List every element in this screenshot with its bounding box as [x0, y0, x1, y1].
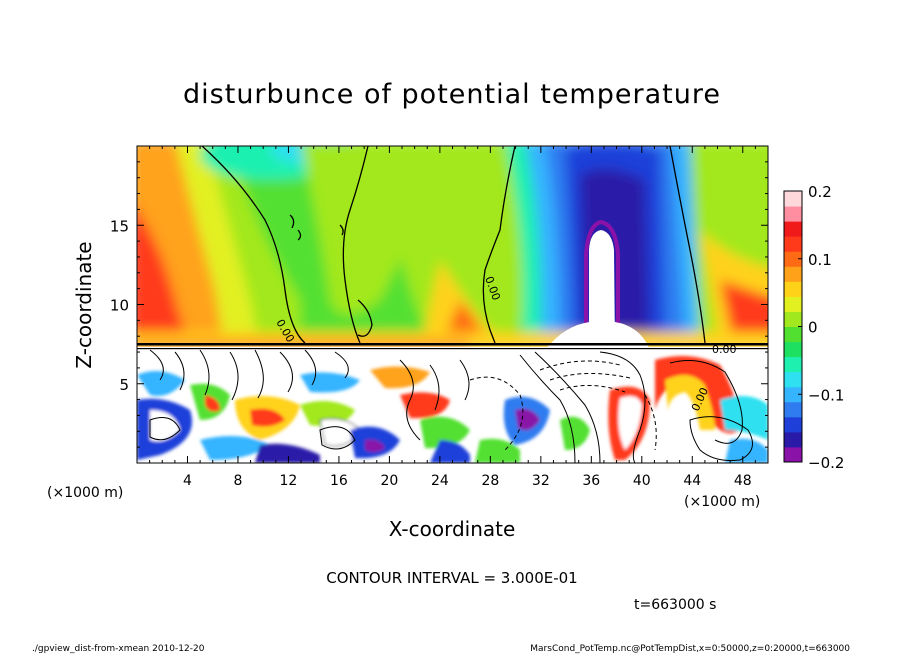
footer-right: MarsCond_PotTemp.nc@PotTempDist,x=0:5000… [530, 644, 850, 654]
x-axis: 4 8 12 16 20 24 28 32 36 40 44 48 [136, 146, 769, 489]
x-tick-label: 16 [330, 473, 348, 489]
colorbar-tick-label: 0.1 [808, 251, 832, 269]
colorbar [783, 190, 803, 463]
upper-field [137, 146, 768, 350]
colorbar-segment [784, 311, 802, 327]
colorbar-segment [784, 341, 802, 358]
x-tick-label: 28 [481, 473, 499, 489]
x-tick-label: 36 [582, 473, 600, 489]
contour-label: 0.00 [712, 343, 737, 356]
plume-core [589, 230, 615, 350]
colorbar-segment [784, 281, 802, 297]
y-unit-label: (×1000 m) [47, 485, 123, 501]
x-tick-label: 44 [683, 473, 701, 489]
colorbar-tick-label: −0.1 [808, 386, 844, 404]
contour-interval: CONTOUR INTERVAL = 3.000E-01 [326, 569, 577, 587]
y-tick-label: 10 [110, 297, 129, 315]
colorbar-segment [784, 416, 802, 433]
colorbar-tick-label: −0.2 [808, 454, 844, 472]
colorbar-segment [784, 191, 802, 207]
colorbar-segment [784, 446, 802, 463]
colorbar-segment [784, 386, 802, 403]
colorbar-segment [784, 236, 802, 252]
colorbar-segment [784, 356, 802, 373]
colorbar-segment [784, 371, 802, 388]
y-axis-label: Z-coordinate [72, 241, 96, 368]
x-tick-label: 48 [734, 473, 752, 489]
colorbar-segment [784, 206, 802, 222]
colorbar-tick-label: 0 [808, 319, 818, 337]
lower-field [137, 343, 768, 463]
chart-title: disturbunce of potential temperature [183, 79, 721, 110]
x-tick-label: 4 [183, 473, 192, 489]
colorbar-segment [784, 296, 802, 312]
colorbar-segment [784, 221, 802, 237]
x-tick-label: 40 [633, 473, 651, 489]
colorbar-segment [784, 251, 802, 267]
x-axis-label: X-coordinate [389, 517, 516, 541]
time-label: t=663000 s [634, 597, 716, 613]
plot-area [137, 146, 768, 463]
y-tick-label: 5 [119, 376, 129, 394]
y-tick-label: 15 [110, 217, 129, 235]
colorbar-segment [784, 266, 802, 282]
footer-left: ./gpview_dist-from-xmean 2010-12-20 [32, 644, 205, 654]
colorbar-segment [784, 431, 802, 448]
colorbar-segment [784, 401, 802, 418]
colorbar-segment [784, 326, 802, 343]
x-tick-label: 12 [280, 473, 298, 489]
colorbar-tick-label: 0.2 [808, 183, 832, 201]
zero-contours [201, 146, 706, 344]
x-tick-label: 20 [380, 473, 398, 489]
colorbar-ticks: 0.2 0.1 0 −0.1 −0.2 [798, 183, 844, 472]
x-tick-label: 32 [532, 473, 550, 489]
x-tick-label: 8 [233, 473, 242, 489]
x-unit-label: (×1000 m) [684, 494, 760, 510]
y-axis: 5 10 15 [110, 145, 768, 464]
x-tick-label: 24 [431, 473, 449, 489]
